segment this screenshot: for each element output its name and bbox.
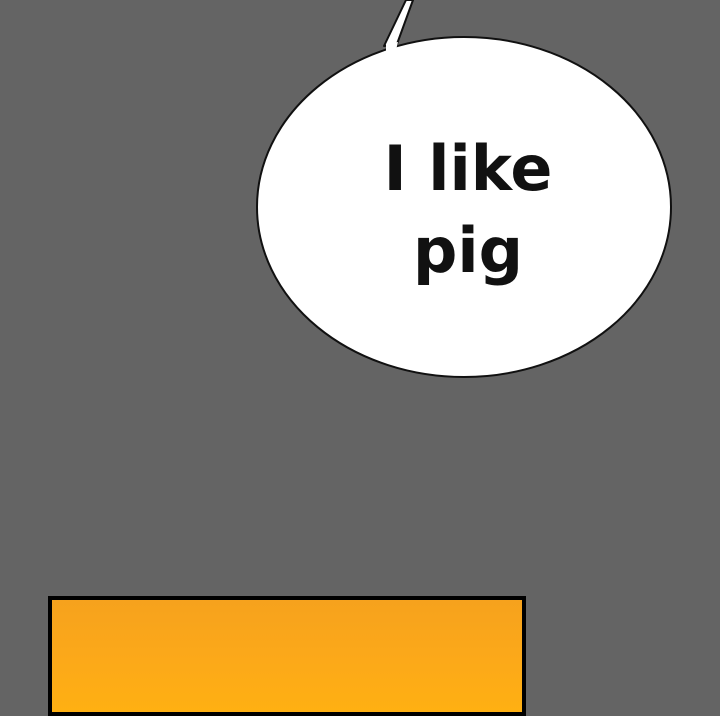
orange-panel [48,596,526,716]
speech-bubble-text: I like pig [368,128,568,292]
speech-bubble-tail [383,0,414,47]
speech-bubble [256,0,672,378]
speech-bubble-line-2: pig [412,214,523,287]
speech-bubble-line-1: I like [383,132,553,205]
speech-bubble-body [256,36,672,378]
